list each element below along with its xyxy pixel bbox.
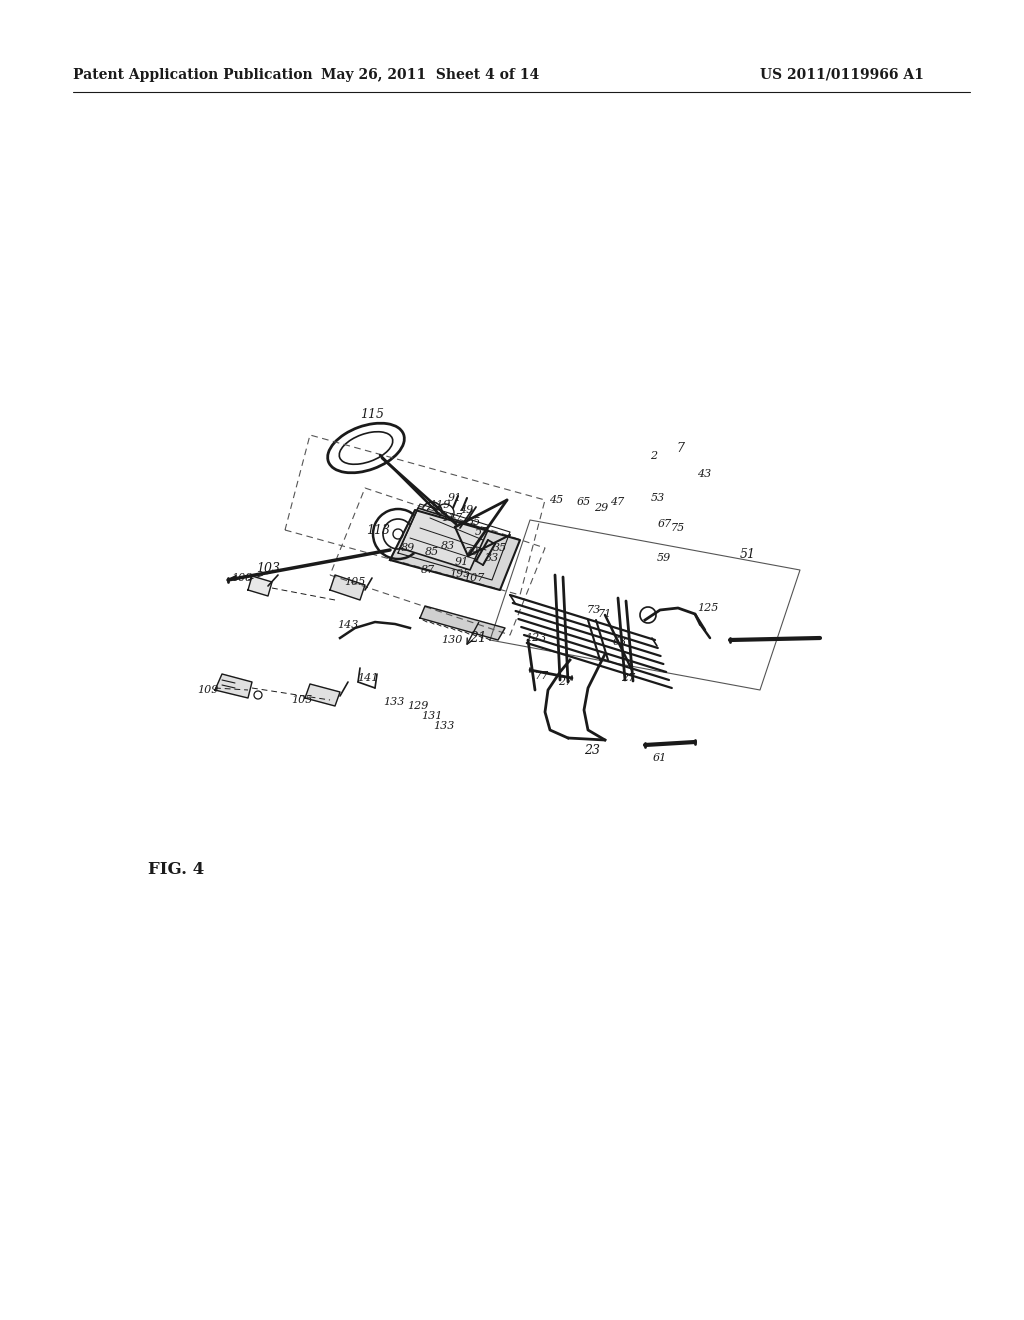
Text: 85: 85 (425, 546, 439, 557)
Text: 87: 87 (421, 565, 435, 576)
Text: 71: 71 (598, 609, 612, 619)
Text: 133: 133 (433, 721, 455, 731)
Text: 131: 131 (421, 711, 442, 721)
Text: 123: 123 (525, 634, 547, 643)
Text: 55: 55 (467, 517, 481, 527)
Text: 83: 83 (441, 541, 455, 550)
Text: 73: 73 (587, 605, 601, 615)
Text: 57: 57 (475, 527, 489, 537)
Text: US 2011/0119966 A1: US 2011/0119966 A1 (760, 69, 924, 82)
Polygon shape (215, 675, 252, 698)
Text: 61: 61 (653, 752, 667, 763)
Text: 35: 35 (493, 543, 507, 553)
Text: Patent Application Publication: Patent Application Publication (73, 69, 312, 82)
Text: 53: 53 (651, 492, 666, 503)
Text: 107: 107 (463, 573, 484, 583)
Text: 29: 29 (594, 503, 608, 513)
Text: 75: 75 (671, 523, 685, 533)
Text: 33: 33 (485, 553, 499, 564)
Text: 7: 7 (676, 441, 684, 454)
Text: 143: 143 (337, 620, 358, 630)
Text: 65: 65 (577, 498, 591, 507)
Polygon shape (330, 576, 365, 601)
Text: 119: 119 (429, 500, 451, 510)
Polygon shape (390, 510, 520, 590)
Text: 59: 59 (656, 553, 671, 564)
Polygon shape (248, 576, 272, 597)
Text: 45: 45 (549, 495, 563, 506)
Text: 109: 109 (198, 685, 219, 696)
Text: 103: 103 (256, 561, 280, 574)
Polygon shape (400, 508, 488, 570)
Text: 27: 27 (558, 677, 572, 686)
Text: 105: 105 (291, 696, 312, 705)
Text: 43: 43 (697, 469, 711, 479)
Text: 195: 195 (450, 569, 471, 579)
Text: 125: 125 (697, 603, 719, 612)
Text: 63: 63 (613, 638, 627, 647)
Text: 141: 141 (357, 673, 379, 682)
Text: May 26, 2011  Sheet 4 of 14: May 26, 2011 Sheet 4 of 14 (321, 69, 539, 82)
Text: 77: 77 (535, 671, 549, 681)
Polygon shape (420, 606, 505, 640)
Text: 79: 79 (465, 546, 479, 557)
Text: 91: 91 (447, 492, 462, 503)
Text: 51: 51 (740, 548, 756, 561)
Text: 47: 47 (610, 498, 624, 507)
Text: 130: 130 (441, 635, 463, 645)
Text: 105: 105 (344, 577, 366, 587)
Text: 117: 117 (441, 513, 463, 523)
Text: 115: 115 (360, 408, 384, 421)
Text: 23: 23 (584, 743, 600, 756)
Text: 113: 113 (366, 524, 390, 536)
Text: 2: 2 (650, 451, 657, 461)
Text: 21: 21 (469, 631, 486, 645)
Text: 89: 89 (400, 543, 415, 553)
Text: 49: 49 (459, 506, 473, 515)
Text: 91: 91 (455, 557, 469, 568)
Text: 133: 133 (383, 697, 404, 708)
Text: 108: 108 (231, 573, 253, 583)
Text: 129: 129 (408, 701, 429, 711)
Text: 67: 67 (657, 519, 672, 529)
Text: FIG. 4: FIG. 4 (148, 862, 204, 879)
Polygon shape (305, 684, 340, 706)
Text: 27: 27 (621, 673, 635, 682)
